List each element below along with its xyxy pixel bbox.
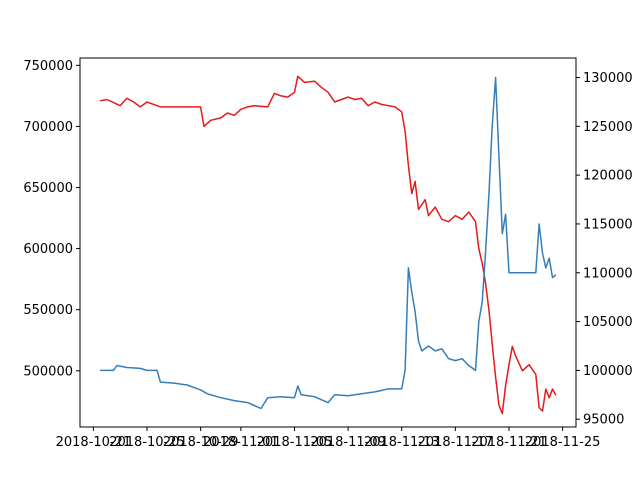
x-tick-label: 2018-11-17 bbox=[418, 435, 494, 450]
series-line-2 bbox=[100, 76, 557, 410]
y-left-tick-label: 700000 bbox=[23, 120, 73, 135]
series-line-1 bbox=[99, 75, 557, 415]
y-right-tick-label: 110000 bbox=[583, 266, 633, 281]
y-axis-right: 95000 100000 105000 110000 115000 120000 12500… bbox=[576, 71, 633, 428]
y-left-tick-label: 500000 bbox=[23, 364, 73, 379]
x-tick-label: 2018-10-21 bbox=[56, 435, 132, 450]
y-axis-left: 500000 550000 600000 650000 700000 750000 bbox=[23, 59, 80, 379]
y-left-tick-label: 750000 bbox=[23, 59, 73, 74]
x-tick-label: 2018-10-25 bbox=[109, 435, 185, 450]
x-tick-label: 2018-11-25 bbox=[525, 435, 601, 450]
y-right-tick-label: 105000 bbox=[583, 315, 633, 330]
series-layer bbox=[99, 75, 557, 415]
y-left-tick-label: 550000 bbox=[23, 303, 73, 318]
y-right-tick-label: 100000 bbox=[583, 364, 633, 379]
y-left-tick-label: 600000 bbox=[23, 242, 73, 257]
x-tick-label: 2018-11-13 bbox=[364, 435, 440, 450]
y-right-tick-label: 95000 bbox=[583, 413, 624, 428]
y-right-tick-label: 125000 bbox=[583, 120, 633, 135]
x-tick-label: 2018-11-01 bbox=[203, 435, 279, 450]
x-tick-label: 2018-11-21 bbox=[471, 435, 547, 450]
x-tick-label: 2018-11-09 bbox=[310, 435, 386, 450]
y-right-tick-label: 115000 bbox=[583, 217, 633, 232]
x-tick-label: 2018-11-05 bbox=[257, 435, 333, 450]
y-right-tick-label: 130000 bbox=[583, 71, 633, 86]
x-axis: 2018-10-212018-10-252018-10-292018-11-01… bbox=[56, 427, 601, 450]
plot-frame bbox=[79, 57, 577, 428]
y-right-tick-label: 120000 bbox=[583, 169, 633, 184]
x-tick-label: 2018-10-29 bbox=[163, 435, 239, 450]
y-left-tick-label: 650000 bbox=[23, 181, 73, 196]
